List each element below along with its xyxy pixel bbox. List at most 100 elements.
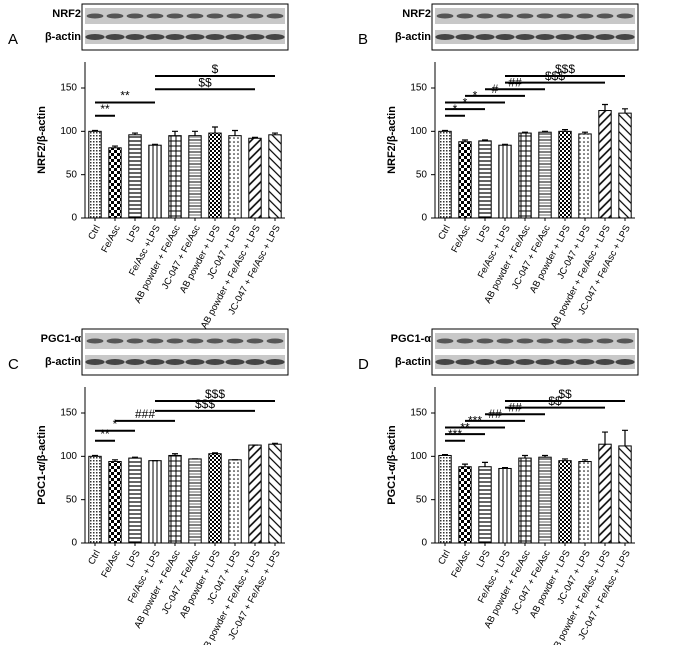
blot-band	[576, 13, 594, 19]
blot-band	[536, 338, 554, 344]
bar	[268, 134, 282, 219]
y-tick-label: 150	[410, 83, 427, 94]
error-bar	[442, 454, 448, 456]
bar	[518, 457, 532, 544]
blot-band	[476, 338, 494, 344]
blot-band	[166, 13, 184, 19]
blot-band	[536, 13, 554, 19]
significance-label: $$$	[205, 387, 225, 401]
blot-band	[436, 13, 454, 19]
y-tick-label: 150	[60, 408, 77, 419]
x-tick-label: Ctrl	[436, 223, 453, 241]
y-tick-label: 50	[66, 169, 78, 180]
blot-band	[145, 359, 165, 365]
blot-strip	[85, 333, 285, 349]
x-tick-label: LPS	[475, 223, 493, 244]
bar	[458, 466, 472, 544]
blot-band	[105, 359, 125, 365]
y-tick-label: 0	[71, 538, 77, 549]
blot-band	[535, 34, 555, 40]
x-tick-label: LPS	[475, 548, 493, 569]
bar	[478, 140, 492, 219]
bar	[168, 135, 182, 219]
x-tick-label: Fe/Asc	[99, 548, 123, 579]
blot-band	[516, 338, 534, 344]
panel: B NRF2 β-actin NRF2/β-actin 0 50 100 150 CtrlFe/…	[358, 3, 639, 331]
bar	[188, 458, 202, 544]
blot-band	[85, 359, 105, 365]
error-bar	[602, 431, 608, 445]
blot-band	[85, 34, 105, 40]
blot-strip	[435, 355, 635, 369]
bar	[578, 133, 592, 219]
blot-band	[146, 338, 164, 344]
bar	[538, 131, 552, 219]
error-bar	[482, 139, 488, 141]
error-bar	[542, 130, 548, 133]
significance-label: ###	[135, 407, 155, 421]
error-bar	[542, 454, 548, 458]
blot-band	[556, 338, 574, 344]
blot-band	[515, 359, 535, 365]
blot-band	[555, 359, 575, 365]
y-tick-label: 100	[60, 451, 77, 462]
western-blot	[81, 328, 289, 376]
blot-strip	[435, 333, 635, 349]
y-tick-label: 0	[421, 538, 427, 549]
error-bar	[562, 458, 568, 461]
bar	[458, 141, 472, 219]
error-bar	[172, 130, 178, 136]
bar	[188, 135, 202, 219]
blot-band	[496, 338, 514, 344]
blot-strip	[435, 8, 635, 24]
error-bar	[232, 129, 238, 136]
y-tick-label: 0	[71, 213, 77, 224]
blot-label: PGC1-α	[41, 333, 82, 345]
significance-label: *	[113, 417, 118, 431]
bar	[128, 134, 142, 219]
blot-band	[106, 13, 124, 19]
bar	[228, 459, 242, 544]
blot-band	[456, 13, 474, 19]
blot-band	[186, 13, 204, 19]
blot-band	[595, 359, 615, 365]
blot-band	[435, 34, 455, 40]
blot-band	[266, 13, 284, 19]
loading-label: β-actin	[395, 356, 431, 368]
error-bar	[92, 454, 98, 457]
panel-letter: A	[8, 31, 18, 48]
blot-band	[555, 34, 575, 40]
blot-band	[435, 359, 455, 365]
blot-band	[165, 34, 185, 40]
y-tick-label: 100	[410, 126, 427, 137]
blot-band	[126, 338, 144, 344]
x-tick-label: Ctrl	[86, 548, 103, 566]
x-tick-label: Fe/Asc	[449, 223, 473, 254]
significance-label: **	[120, 89, 130, 103]
blot-band	[475, 34, 495, 40]
error-bar	[192, 130, 198, 136]
blot-band	[516, 13, 534, 19]
bar	[148, 460, 162, 544]
loading-label: β-actin	[45, 31, 81, 43]
blot-band	[245, 359, 265, 365]
significance-label: **	[100, 427, 110, 441]
blot-band	[205, 359, 225, 365]
x-tick-label: LPS	[125, 223, 143, 244]
error-bar	[522, 131, 528, 134]
y-tick-label: 0	[421, 213, 427, 224]
bar	[228, 135, 242, 219]
blot-band	[266, 338, 284, 344]
blot-band	[575, 34, 595, 40]
blot-band	[165, 359, 185, 365]
blot-band	[265, 359, 285, 365]
blot-band	[455, 34, 475, 40]
x-tick-label: Ctrl	[86, 223, 103, 241]
error-bar	[212, 126, 218, 134]
blot-band	[206, 338, 224, 344]
panel-letter: C	[8, 356, 19, 373]
y-tick-label: 150	[410, 408, 427, 419]
blot-band	[86, 338, 104, 344]
blot-band	[125, 34, 145, 40]
